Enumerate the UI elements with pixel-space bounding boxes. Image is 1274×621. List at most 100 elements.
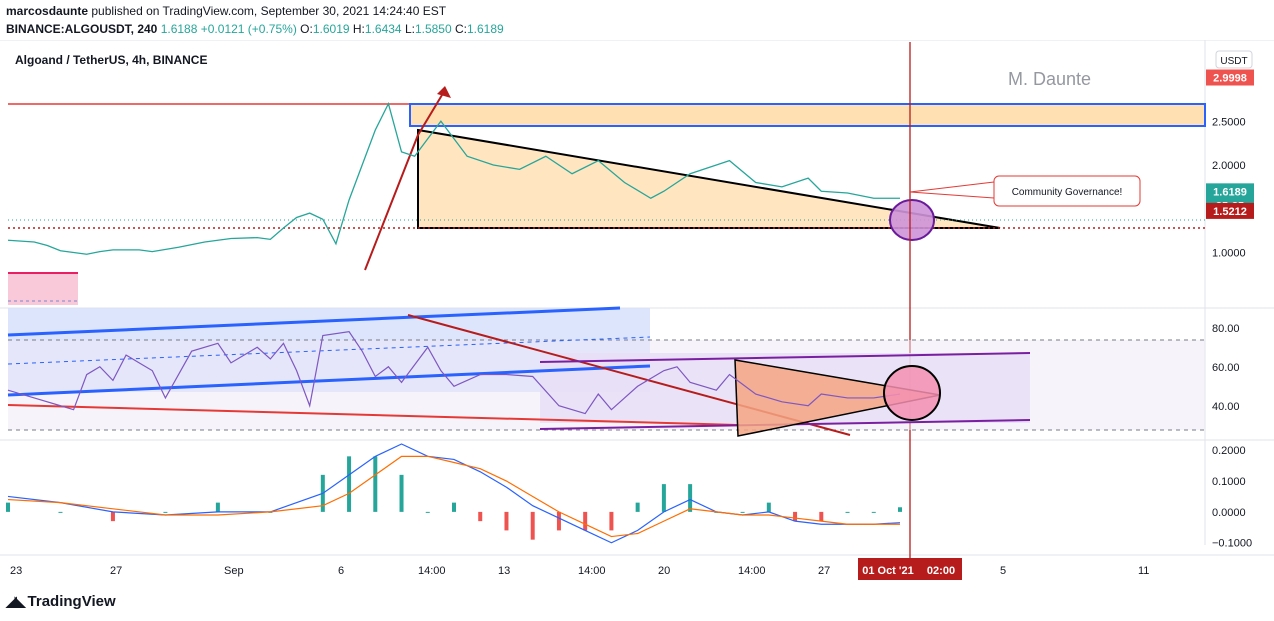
published-text: published on TradingView.com, September … bbox=[91, 4, 447, 18]
macd-bar bbox=[766, 502, 771, 512]
price-label: 1.5212 bbox=[1213, 206, 1247, 218]
macd-bar bbox=[58, 511, 63, 513]
macd-bar bbox=[347, 456, 352, 512]
macd-bar bbox=[6, 502, 10, 512]
trend-arrowhead bbox=[437, 86, 451, 98]
open-value: 1.6019 bbox=[312, 22, 350, 36]
legend-title: Algoand / TetherUS, 4h, BINANCE bbox=[15, 53, 207, 67]
chart-area[interactable]: Algoand / TetherUS, 4h, BINANCE M. Daunt… bbox=[0, 40, 1274, 586]
time-tick: 14:00 bbox=[578, 565, 606, 577]
signal-line bbox=[7, 455, 900, 538]
macd-bar bbox=[478, 511, 483, 522]
currency-label: USDT bbox=[1220, 56, 1247, 67]
time-tick: 20 bbox=[658, 565, 670, 577]
macd-bar bbox=[215, 502, 220, 512]
l-label: L: bbox=[404, 22, 415, 36]
macd-bar bbox=[530, 511, 535, 540]
time-tick: 13 bbox=[498, 565, 510, 577]
macd-bar bbox=[688, 484, 693, 512]
time-tick: 27 bbox=[818, 565, 830, 577]
callout-text: Community Governance! bbox=[1012, 187, 1123, 198]
time-axis: 23 27 Sep 6 14:00 13 14:00 20 14:00 27 5 11 bbox=[10, 565, 1149, 577]
price-label: 1.6189 bbox=[1213, 186, 1247, 198]
highlight-time: 02:00 bbox=[927, 565, 955, 577]
price-label-bg bbox=[1206, 69, 1254, 86]
rsi-red-support bbox=[7, 404, 741, 426]
resistance-zone[interactable] bbox=[409, 103, 1206, 127]
price-tick: 2.0000 bbox=[1212, 160, 1246, 172]
callout-leader-1 bbox=[909, 181, 995, 193]
pink-box bbox=[8, 273, 78, 305]
symbol-full: BINANCE:ALGOUSDT, 240 bbox=[6, 22, 158, 36]
brand[interactable]: ◢◣ TradingView bbox=[6, 593, 116, 610]
watermark: M. Daunte bbox=[1008, 69, 1091, 89]
price-label-bg bbox=[1206, 202, 1254, 219]
price-label-bg bbox=[1206, 183, 1254, 200]
time-tick: 6 bbox=[338, 565, 344, 577]
macd-bar bbox=[452, 502, 456, 512]
macd-bar bbox=[399, 474, 404, 512]
rsi-series bbox=[7, 331, 901, 415]
rsi-tick: 40.00 bbox=[1212, 401, 1240, 413]
rsi-triangle[interactable] bbox=[734, 359, 941, 437]
price-tick: 1.0000 bbox=[1212, 248, 1246, 260]
macd-axis: 0.2000 0.1000 0.0000 −0.1000 bbox=[1212, 445, 1252, 550]
macd-tick: 0.2000 bbox=[1212, 445, 1246, 457]
h-label: H: bbox=[352, 22, 365, 36]
last-price: 1.6188 bbox=[160, 22, 198, 36]
o-label: O: bbox=[300, 22, 313, 36]
macd-bar bbox=[609, 511, 614, 531]
low-value: 1.5850 bbox=[414, 22, 452, 36]
time-tick: 11 bbox=[1138, 565, 1149, 577]
macd-bar bbox=[583, 511, 588, 531]
rsi-box-top bbox=[539, 352, 1031, 363]
ohlc-header: BINANCE:ALGOUSDT, 240 1.6188 +0.0121 (+0… bbox=[6, 22, 504, 36]
macd-line bbox=[7, 443, 901, 544]
time-tick: Sep bbox=[224, 565, 244, 577]
highlight-date: 01 Oct '21 bbox=[862, 565, 914, 577]
macd-tick: −0.1000 bbox=[1212, 538, 1252, 550]
macd-bar bbox=[373, 456, 378, 512]
callout-leader-2 bbox=[909, 191, 995, 199]
time-tick: 23 bbox=[10, 565, 22, 577]
macd-bar bbox=[425, 511, 430, 513]
c-label: C: bbox=[455, 22, 467, 36]
currency-button[interactable]: USDT bbox=[1215, 50, 1253, 69]
macd-bar bbox=[740, 511, 745, 513]
brand-text: TradingView bbox=[27, 593, 116, 610]
macd-tick: 0.1000 bbox=[1212, 476, 1246, 488]
macd-bar bbox=[163, 511, 168, 513]
tradingview-logo-icon: ◢◣ bbox=[6, 593, 25, 609]
macd-bar bbox=[635, 502, 640, 512]
trend-arrow bbox=[364, 89, 446, 271]
macd-bar bbox=[661, 484, 666, 512]
macd-bar bbox=[898, 507, 902, 512]
macd-bar bbox=[110, 511, 115, 522]
rsi-apex-circle[interactable] bbox=[883, 365, 941, 421]
macd-bar bbox=[504, 511, 509, 531]
rsi-tick: 60.00 bbox=[1212, 362, 1240, 374]
price-label: 2.9998 bbox=[1213, 73, 1247, 85]
macd-bar bbox=[819, 511, 824, 522]
callout-box[interactable] bbox=[993, 175, 1141, 207]
time-tick: 5 bbox=[1000, 565, 1006, 577]
time-tick: 27 bbox=[110, 565, 122, 577]
price-tick: 2.5000 bbox=[1212, 116, 1246, 128]
high-value: 1.6434 bbox=[364, 22, 402, 36]
price-series bbox=[7, 101, 900, 255]
macd-bar bbox=[871, 511, 876, 513]
rsi-channel-top bbox=[7, 306, 621, 337]
apex-circle[interactable] bbox=[889, 199, 935, 241]
time-tick: 14:00 bbox=[738, 565, 766, 577]
time-tick: 14:00 bbox=[418, 565, 446, 577]
publisher: marcosdaunte bbox=[6, 4, 89, 18]
rsi-channel-bottom bbox=[7, 364, 651, 397]
macd-bar bbox=[793, 511, 798, 522]
macd-tick: 0.0000 bbox=[1212, 507, 1246, 519]
rsi-tick: 80.00 bbox=[1212, 323, 1240, 335]
macd-bar bbox=[845, 511, 850, 513]
macd-histogram bbox=[6, 456, 902, 540]
change: +0.0121 (+0.75%) bbox=[200, 22, 297, 36]
time-highlight bbox=[858, 558, 962, 580]
